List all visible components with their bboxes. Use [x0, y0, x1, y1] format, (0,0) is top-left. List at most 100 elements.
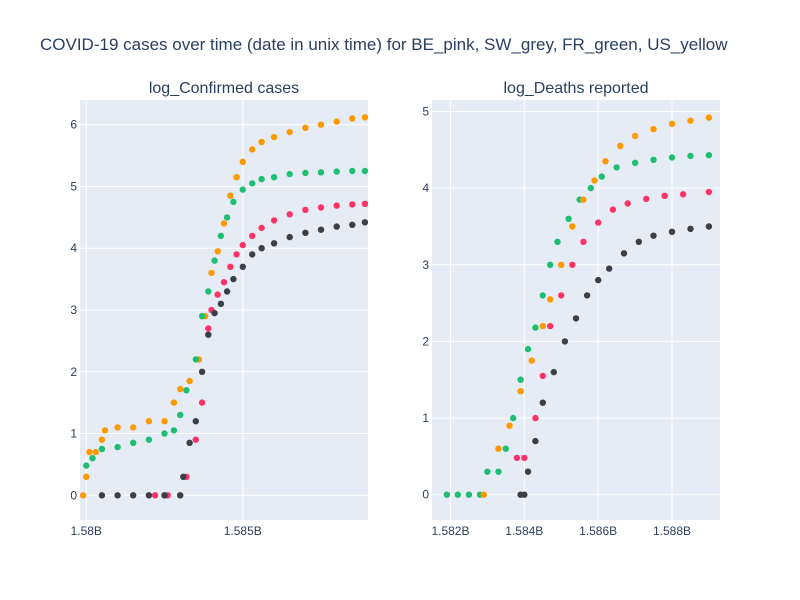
data-point: [92, 448, 99, 456]
data-point: [233, 251, 240, 258]
data-point: [258, 245, 265, 252]
y-tick-label: 3: [422, 258, 429, 272]
data-point: [258, 175, 265, 183]
data-point: [180, 473, 187, 480]
data-point: [595, 276, 602, 284]
data-point: [145, 436, 153, 443]
data-point: [443, 491, 450, 498]
data-point: [547, 322, 554, 330]
x-tick-label: 1.588B: [653, 524, 691, 538]
data-point: [668, 228, 676, 235]
data-point: [333, 223, 340, 230]
data-point: [198, 313, 206, 320]
y-tick-label: 0: [70, 488, 77, 502]
data-point: [192, 418, 199, 425]
data-point: [317, 226, 325, 233]
y-axis-ticks: 0 1 2 3 4 5: [422, 104, 429, 501]
series-sw: [98, 219, 369, 499]
series-be: [513, 188, 713, 462]
data-point: [161, 430, 168, 437]
data-point: [302, 169, 309, 177]
series-be: [151, 200, 369, 499]
x-tick-label: 1.582B: [431, 524, 469, 538]
data-point: [217, 232, 225, 240]
series-sw: [517, 223, 713, 498]
data-point: [205, 288, 212, 295]
data-point: [517, 376, 524, 383]
data-point: [661, 192, 668, 199]
data-point: [687, 225, 694, 232]
data-point: [506, 422, 513, 429]
data-point: [679, 191, 687, 198]
data-point: [220, 220, 228, 227]
data-point: [270, 240, 278, 247]
data-point: [258, 224, 265, 232]
data-point: [333, 118, 340, 125]
data-point: [130, 424, 137, 431]
data-point: [205, 331, 212, 338]
data-point: [532, 324, 539, 331]
data-point: [286, 128, 293, 136]
y-tick-label: 3: [70, 303, 77, 317]
data-point: [635, 238, 642, 245]
y-tick-label: 1: [70, 427, 77, 441]
data-point: [631, 132, 639, 140]
data-point: [587, 184, 594, 192]
data-point: [114, 424, 121, 431]
data-point: [349, 221, 356, 228]
data-point: [317, 169, 325, 176]
data-point: [513, 454, 521, 462]
data-point: [547, 261, 554, 268]
x-tick-label: 1.584B: [505, 524, 543, 538]
x-tick-label: 1.58B: [71, 524, 102, 538]
data-point: [302, 229, 309, 236]
data-point: [650, 156, 657, 163]
data-point: [650, 125, 657, 133]
data-point: [249, 180, 256, 187]
data-point: [177, 385, 184, 393]
data-point: [595, 219, 602, 226]
data-point: [249, 146, 256, 153]
data-point: [524, 345, 532, 353]
data-point: [668, 120, 676, 128]
data-point: [177, 411, 184, 419]
data-point: [130, 492, 137, 499]
data-point: [230, 198, 237, 206]
data-point: [239, 263, 246, 270]
data-point: [223, 288, 231, 295]
y-tick-label: 2: [422, 334, 429, 348]
data-point: [230, 275, 237, 283]
data-point: [302, 206, 309, 214]
y-axis-ticks: 0 1 2 3 4 5 6: [70, 118, 77, 503]
data-point: [361, 167, 369, 175]
x-tick-label: 1.585B: [224, 524, 262, 538]
data-point: [349, 167, 356, 175]
data-point: [239, 158, 246, 165]
data-point: [170, 427, 178, 434]
plot-area: [432, 100, 720, 520]
y-tick-label: 5: [70, 179, 77, 193]
data-point: [547, 296, 554, 303]
data-point: [539, 399, 546, 406]
data-point: [465, 491, 473, 498]
data-point: [580, 238, 587, 245]
y-tick-label: 2: [70, 365, 77, 379]
data-point: [217, 300, 225, 307]
series-us: [79, 114, 369, 499]
data-point: [569, 261, 576, 268]
data-points: [79, 114, 369, 499]
series-fr: [443, 152, 713, 498]
data-point: [198, 399, 206, 406]
data-point: [580, 196, 587, 203]
data-point: [177, 492, 184, 499]
data-point: [198, 368, 206, 375]
data-point: [539, 322, 546, 330]
data-point: [569, 223, 576, 230]
data-point: [145, 418, 153, 425]
series-fr: [83, 167, 369, 469]
data-point: [258, 138, 265, 146]
data-point: [620, 250, 628, 257]
data-point: [220, 279, 228, 286]
data-point: [151, 492, 159, 499]
